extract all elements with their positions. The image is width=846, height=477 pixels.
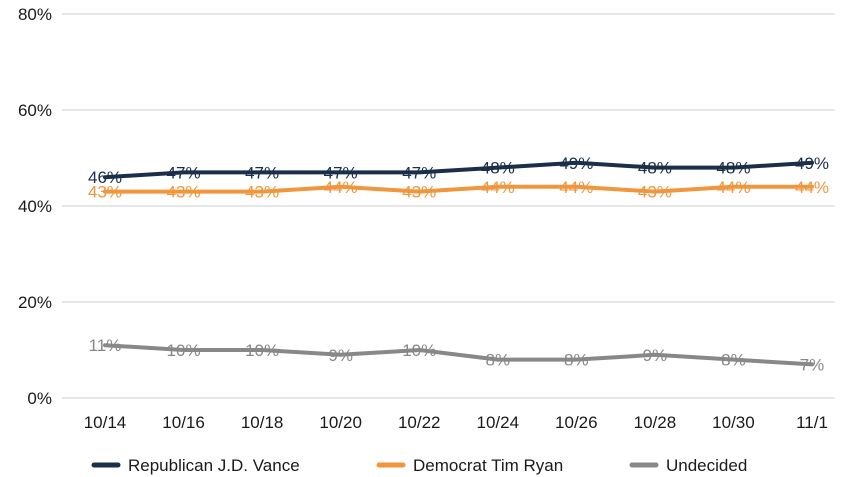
data-label: 9% [328,346,353,365]
legend-label: Democrat Tim Ryan [413,456,563,475]
data-label: 44% [481,178,515,197]
data-label: 8% [721,351,746,370]
data-label: 47% [245,163,279,182]
data-label: 10% [402,341,436,360]
data-label: 47% [324,163,358,182]
data-label: 43% [245,183,279,202]
x-tick-label: 10/28 [634,413,677,432]
y-tick-label: 80% [18,5,52,24]
x-tick-label: 11/1 [796,413,828,432]
data-label: 7% [800,355,825,374]
data-label: 43% [638,183,672,202]
x-tick-label: 10/24 [477,413,520,432]
y-tick-label: 60% [18,101,52,120]
data-label: 43% [88,183,122,202]
data-label: 8% [485,351,510,370]
data-label: 47% [402,163,436,182]
data-label: 44% [324,178,358,197]
x-tick-label: 10/16 [162,413,205,432]
x-tick-label: 10/30 [712,413,755,432]
legend-label: Undecided [666,456,747,475]
data-label: 49% [795,154,829,173]
data-label: 44% [795,178,829,197]
data-label: 43% [402,183,436,202]
series-line-1 [103,184,814,194]
legend-label: Republican J.D. Vance [128,456,300,475]
data-label: 46% [88,168,122,187]
series-line-2 [103,343,814,367]
series-line-0 [103,160,814,180]
data-label: 44% [559,178,593,197]
data-label: 10% [167,341,201,360]
data-label: 48% [481,159,515,178]
gridlines [62,13,835,399]
legend-item: Republican J.D. Vance [91,456,300,475]
y-axis: 0% 20% 40% 60% 80% [18,5,52,408]
legend-item: Democrat Tim Ryan [376,456,563,475]
x-tick-label: 10/26 [555,413,598,432]
data-label: 8% [564,351,589,370]
y-tick-label: 40% [18,197,52,216]
y-tick-label: 0% [27,389,52,408]
x-tick-label: 10/22 [398,413,441,432]
data-label: 11% [89,336,122,355]
data-label: 48% [716,159,750,178]
series-lines [103,160,814,367]
legend: Republican J.D. Vance Democrat Tim Ryan Un… [91,456,747,475]
y-tick-label: 20% [18,293,52,312]
data-label: 44% [716,178,750,197]
legend-item: Undecided [629,456,747,475]
x-tick-label: 10/18 [241,413,284,432]
x-tick-label: 10/20 [319,413,362,432]
data-label: 47% [167,163,201,182]
data-label: 9% [643,346,668,365]
data-label: 48% [638,159,672,178]
x-tick-label: 10/14 [84,413,127,432]
data-label: 10% [245,341,279,360]
x-axis: 10/14 10/16 10/18 10/20 10/22 10/24 10/26 10/28… [84,413,828,432]
data-labels: 46% 47% 47% 47% 47% 48% 49% 48% 48% 49% 43% 43% 43% 4… [88,154,829,375]
data-label: 43% [167,183,201,202]
data-label: 49% [559,154,593,173]
